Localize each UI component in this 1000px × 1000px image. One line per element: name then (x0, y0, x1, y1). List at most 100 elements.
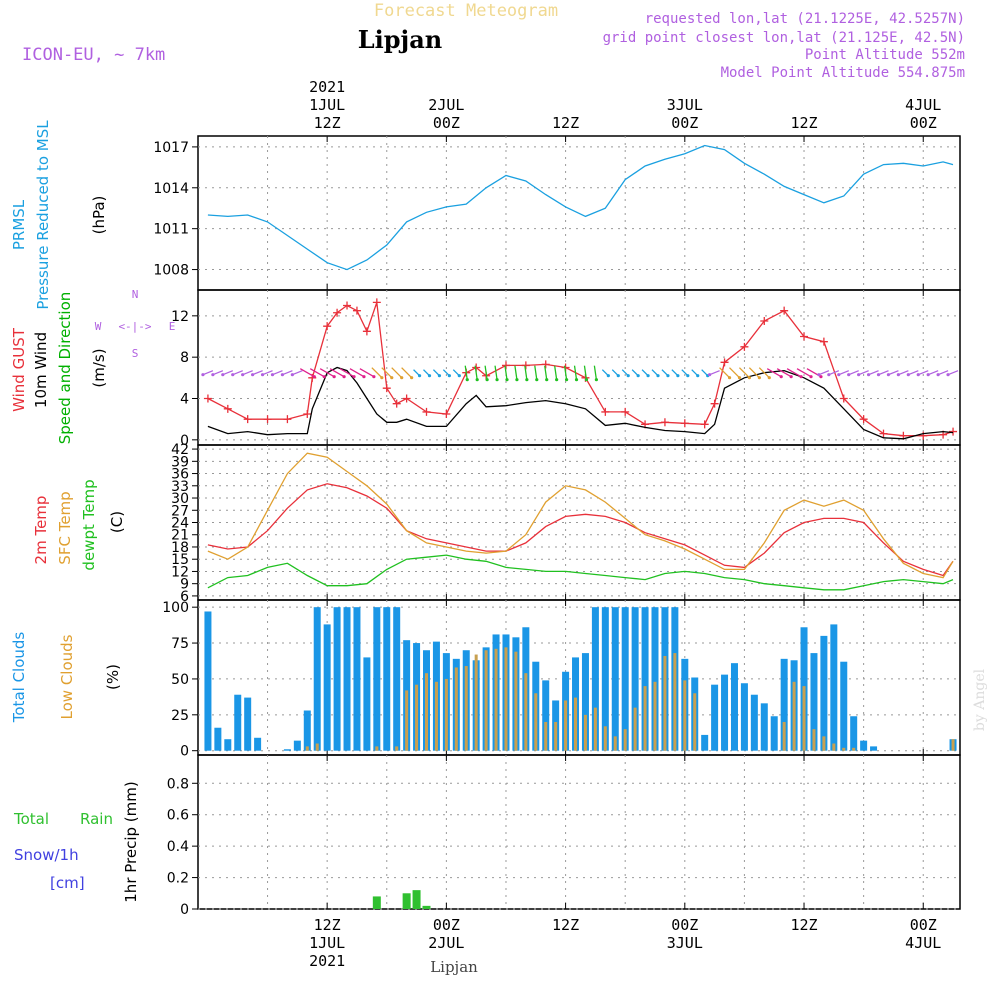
wind-arrow-head (686, 374, 690, 378)
bottom-axis-label: 3JUL (667, 934, 703, 952)
wind-direction-arrow (748, 367, 760, 379)
wind-arrow-head (727, 376, 732, 380)
rain-bar (372, 896, 381, 909)
pressure-msl-label: Pressure Reduced to MSL (34, 120, 52, 310)
y-tick-label: 42 (171, 442, 189, 458)
wind-arrow-head (896, 373, 900, 377)
low-cloud-bar (832, 743, 836, 751)
bottom-axis-label: 00Z (671, 916, 698, 934)
compass-east: E (169, 320, 176, 333)
gust-point (223, 404, 232, 413)
wind-arrow-head (312, 375, 316, 379)
total-cloud-bar (283, 749, 291, 751)
low-cloud-bar (375, 746, 379, 751)
wind-arrow-head (485, 378, 489, 382)
total-cloud-bar (254, 737, 262, 751)
gust-point (879, 429, 888, 438)
total-cloud-bar (293, 740, 301, 751)
total-cloud-bar (760, 703, 768, 751)
footer-location: Lipjan (430, 958, 478, 976)
wind-arrow-head (280, 373, 285, 377)
total-cloud-bar (850, 716, 858, 751)
y-tick-label: 8 (180, 350, 189, 366)
y-tick-label: 1017 (153, 140, 189, 156)
y-tick-label: 0.8 (167, 776, 189, 792)
total-cloud-bar (244, 697, 252, 751)
gust-point (800, 332, 809, 341)
y-tick-label: 39 (171, 454, 189, 470)
low-cloud-bar (633, 707, 637, 751)
wind-arrow-head (390, 376, 394, 380)
total-cloud-bar (641, 607, 649, 751)
point-altitude: Point Altitude 552m (805, 47, 965, 63)
wind-direction-arrow (242, 370, 253, 376)
low-cloud-bar (434, 681, 438, 751)
wind-direction-arrow (738, 367, 750, 379)
wind-direction-arrow (309, 368, 325, 378)
wind-direction-arrow (359, 368, 375, 378)
y-tick-label: 0.2 (167, 871, 189, 887)
total-cloud-bar (730, 663, 738, 751)
wind-arrow-head (221, 373, 225, 377)
model-label: ICON-EU, ~ 7km (22, 45, 165, 65)
low-cloud-bar (514, 651, 518, 751)
gust-point (362, 327, 371, 336)
low-cloud-bar (583, 714, 587, 751)
wind-arrow-head (799, 375, 803, 379)
bottom-axis-label: 00Z (910, 916, 937, 934)
wind-arrow-head (876, 373, 881, 377)
wind-arrow-head (606, 374, 610, 378)
wind-direction-arrow (514, 365, 518, 380)
total-cloud-bar (621, 607, 629, 751)
wind-direction-arrow (222, 370, 234, 376)
wind-arrow-head (636, 374, 640, 378)
wind-arrow-head (251, 373, 255, 377)
low-cloud-bar (544, 721, 548, 751)
wind-arrow-head (505, 378, 509, 382)
wind-arrow-head (525, 378, 529, 382)
total-cloud-bar (313, 607, 321, 751)
y-tick-label: 27 (171, 503, 189, 519)
requested-coords: requested lon,lat (21.1225E, 42.5257N) (645, 11, 965, 27)
y-tick-label: 12 (171, 564, 189, 580)
wind-arrow-head (584, 378, 589, 382)
wind-direction-arrow (381, 367, 393, 379)
top-axis-label: 00Z (433, 114, 460, 132)
gust-point (621, 407, 630, 416)
wind-direction-arrow (464, 365, 468, 380)
bottom-axis-label: 1JUL (309, 934, 345, 952)
top-axis-label: 4JUL (905, 96, 941, 114)
wind-arrow-head (616, 374, 620, 378)
wind-direction-arrow (494, 365, 498, 380)
total-cloud-bar (780, 658, 788, 751)
wind-direction-arrow (252, 370, 263, 376)
wind-direction-arrow (484, 365, 488, 380)
gust-point (949, 427, 958, 436)
low-cloud-bar (554, 721, 558, 751)
total-cloud-bar (611, 607, 619, 751)
wind-direction-arrow (937, 370, 949, 376)
wind-arrow-head (857, 373, 861, 377)
gust-point (283, 415, 292, 424)
low-cloud-bar (951, 739, 955, 751)
total-cloud-bar (721, 674, 729, 751)
credit-watermark: by Angel (972, 668, 988, 731)
wind-direction-arrow (776, 368, 792, 378)
compass-south: S (132, 347, 139, 360)
wind-arrow-head (555, 378, 559, 382)
wind-arrow-head (847, 373, 851, 377)
grid-point-coords: grid point closest lon,lat (21.125E, 42.… (603, 30, 965, 46)
wind-arrow-head (380, 376, 384, 380)
wind-direction-arrow (391, 367, 403, 379)
gust-point (343, 301, 352, 310)
top-axis-label: 00Z (910, 114, 937, 132)
wind-arrow-head (819, 375, 823, 379)
total-cloud-bar (711, 684, 719, 751)
wind-arrow-head (362, 375, 366, 379)
low-cloud-bar (474, 654, 478, 751)
y-tick-label: 9 (180, 577, 189, 593)
total-cloud-bar (204, 611, 212, 751)
compass-north: N (132, 288, 139, 301)
wind-direction-arrow (299, 368, 315, 378)
